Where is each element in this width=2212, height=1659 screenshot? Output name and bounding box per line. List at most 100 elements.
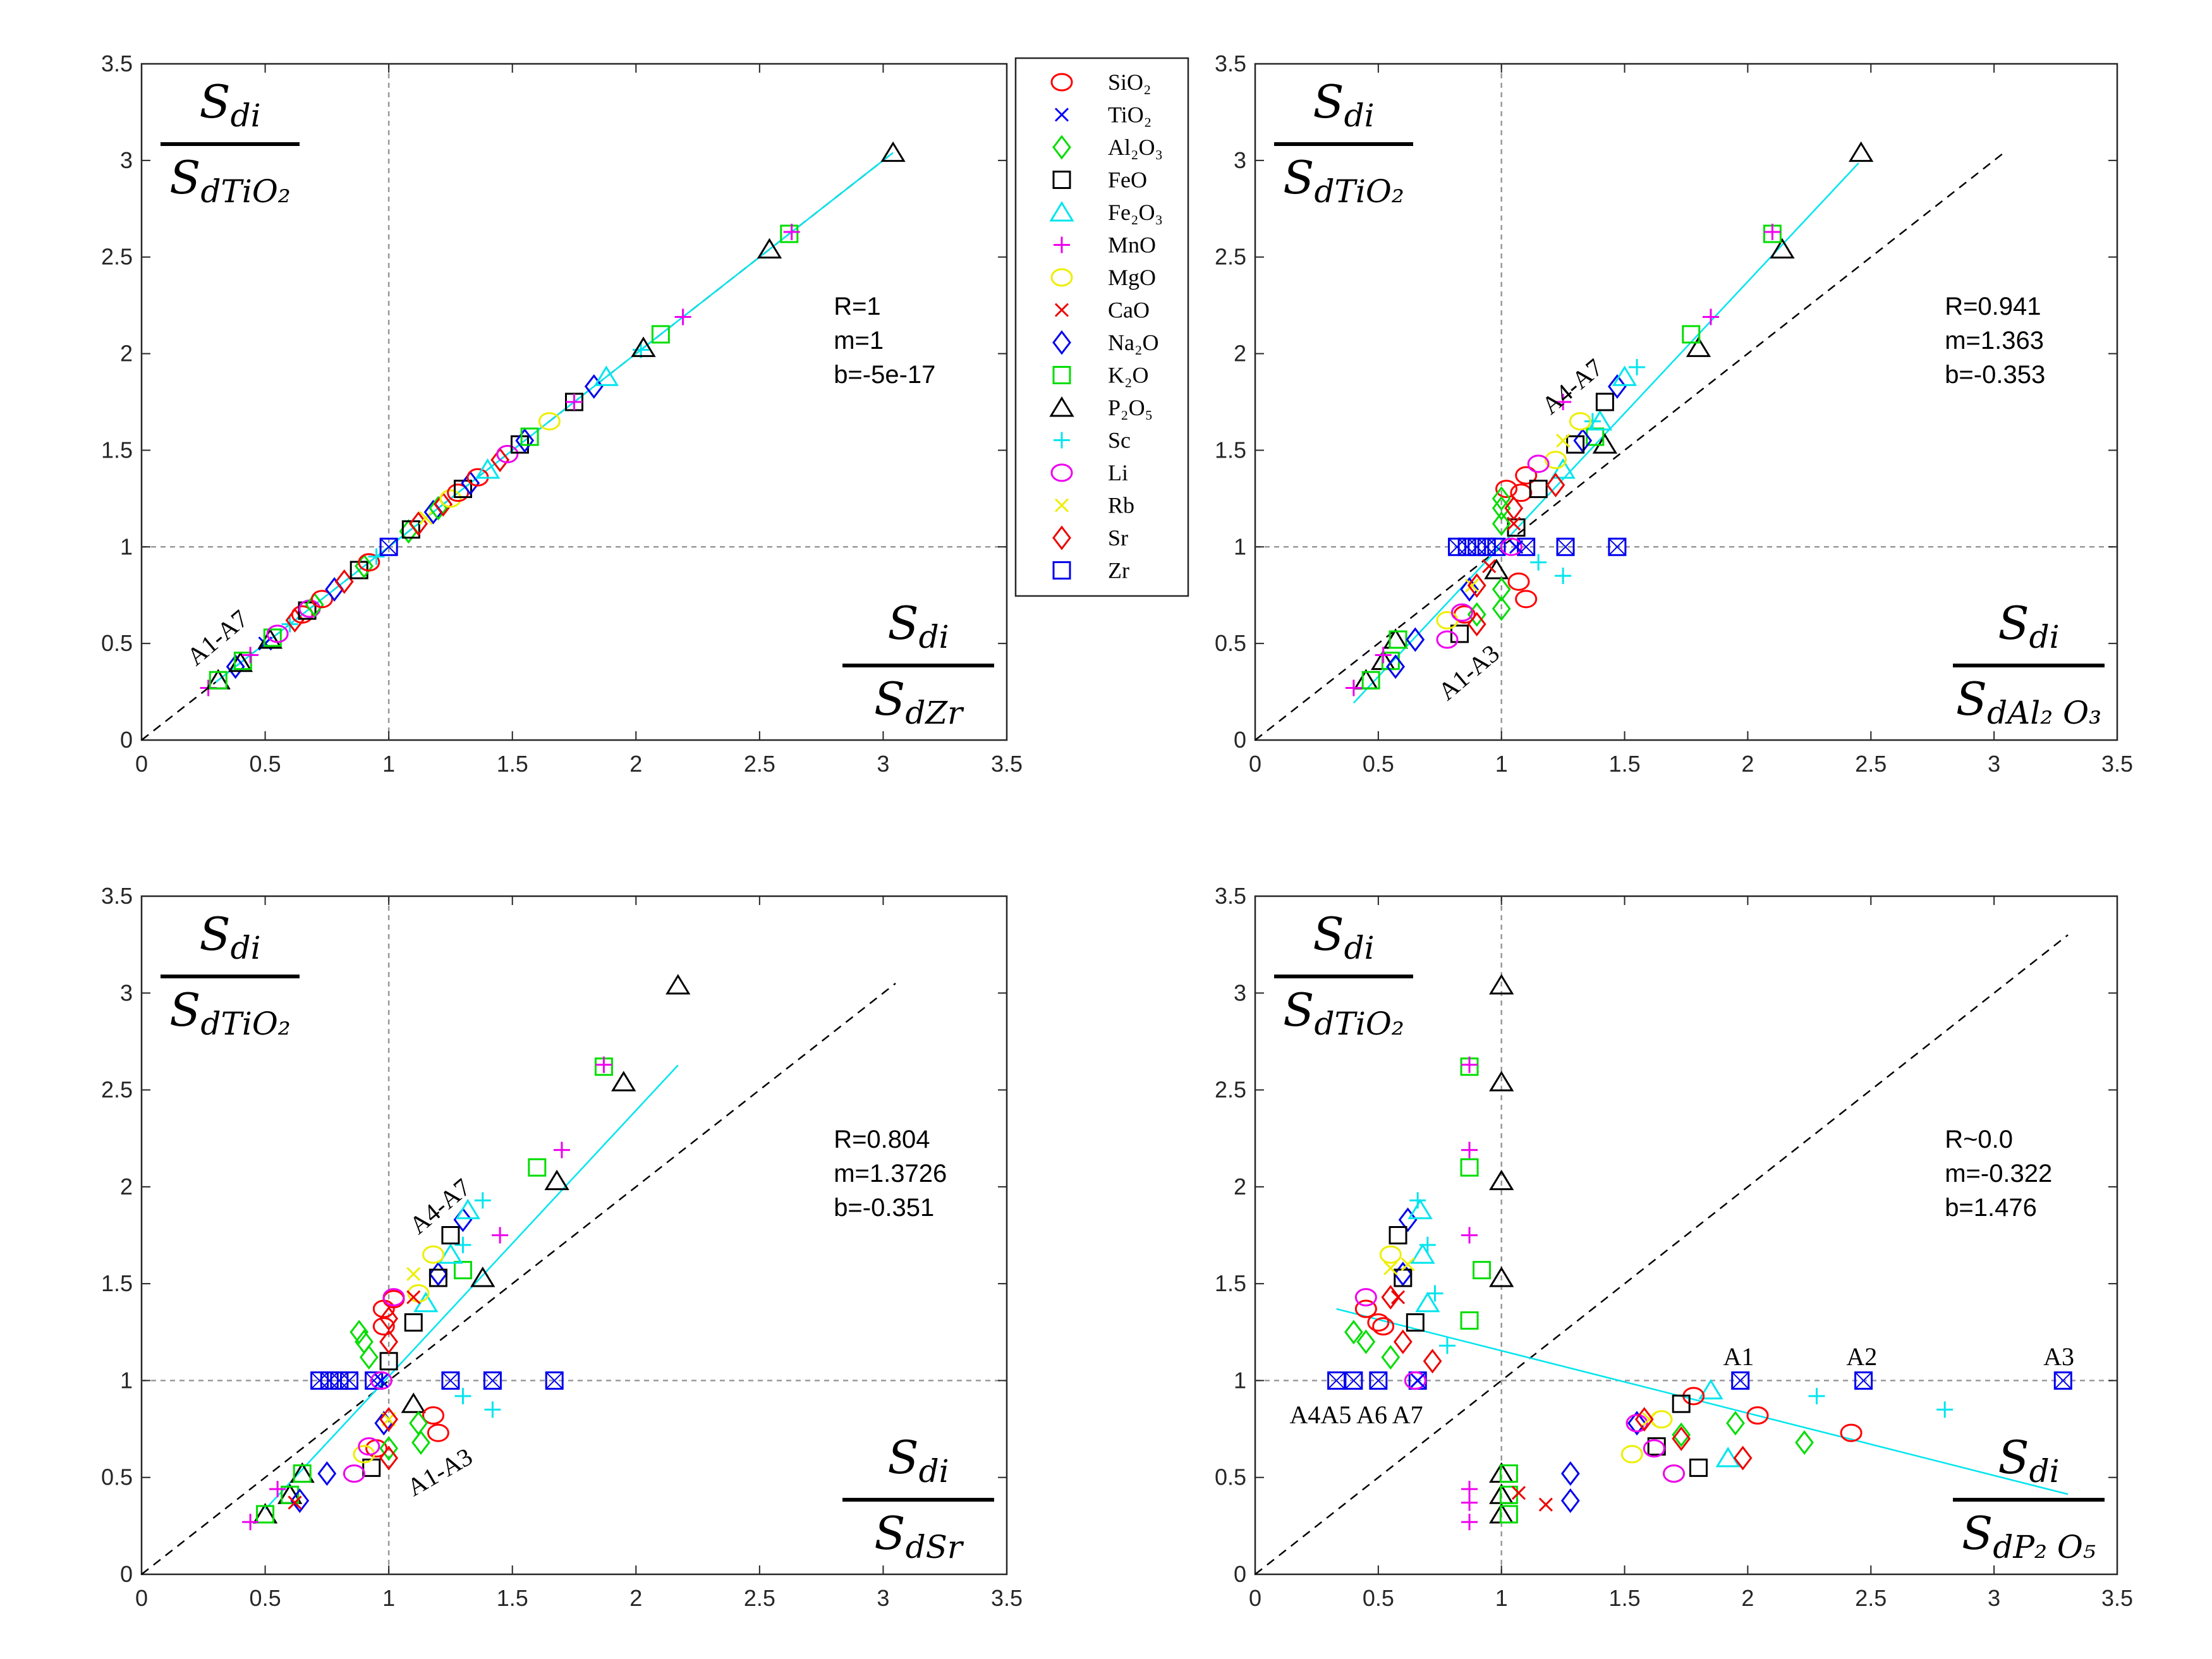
data-point [439, 489, 462, 508]
data-point [1438, 1337, 1455, 1354]
x-tick-label: 3.5 [2101, 1585, 2133, 1611]
y-tick-label: 1.5 [1215, 1270, 1246, 1296]
data-point [651, 325, 670, 344]
data-point [1672, 1394, 1691, 1413]
y-tick-label: 0.5 [1215, 1464, 1246, 1490]
data-point [379, 1445, 399, 1471]
data-point-box [1468, 537, 1486, 556]
y-axis-label-numerator-S: S [1313, 75, 1344, 128]
data-point [545, 1371, 564, 1390]
data-point [484, 1401, 501, 1418]
data-point-box [310, 1371, 329, 1390]
data-point-cross [1458, 538, 1476, 556]
data-point [1529, 480, 1548, 499]
data-point [1731, 1371, 1750, 1390]
data-point [1507, 518, 1526, 537]
data-point [1682, 325, 1701, 344]
x-tick-label: 0.5 [250, 1585, 281, 1611]
legend-item: Zr [1052, 558, 1129, 583]
data-point [1450, 603, 1473, 622]
data-point-box [320, 1371, 339, 1390]
data-point [1415, 1291, 1440, 1313]
x-axis-label-numerator-S: S [887, 1431, 918, 1484]
data-point-box [2053, 1371, 2072, 1390]
data-point [209, 671, 228, 690]
data-point [553, 1141, 570, 1158]
y-axis-label-denominator-sub: dTiO₂ [1314, 173, 1404, 210]
legend-item: MnO [1054, 233, 1156, 258]
chart-panel-4: 0 0.5 1 1.5 2 2.5 3 3.500.511.522.533.5SdiSdTiO… [1215, 883, 2133, 1611]
stat-text: R=1 [834, 293, 881, 320]
y-tick-label: 2 [120, 341, 133, 367]
data-point [370, 1371, 392, 1390]
data-point [1686, 336, 1711, 357]
data-point [409, 1411, 428, 1436]
data-point [1381, 1345, 1401, 1370]
data-point [1492, 596, 1511, 621]
legend-item: Sc [1054, 428, 1131, 453]
y-tick-label: 3 [120, 980, 133, 1006]
legend-marker [1054, 236, 1070, 253]
chart-panel-3: 0 0.5 1 1.5 2 2.5 3 3.500.511.522.533.5SdiSdTiO… [101, 883, 1023, 1611]
x-axis-label-denominator-S: S [1956, 672, 1987, 726]
data-point [1698, 1378, 1723, 1400]
data-point [1495, 480, 1518, 499]
data-point [1467, 612, 1486, 637]
data-point [1436, 630, 1459, 649]
data-point [428, 1268, 447, 1287]
data-point [1354, 1299, 1377, 1318]
data-point [1607, 374, 1627, 399]
data-point [528, 1158, 547, 1177]
data-point [269, 1481, 286, 1498]
data-point-cross [310, 1371, 329, 1390]
data-point [1504, 495, 1524, 521]
data-point-box [545, 1371, 564, 1390]
x-tick-label: 1.5 [497, 751, 528, 777]
data-point [1345, 679, 1362, 696]
legend-item: FeO [1052, 167, 1147, 193]
x-tick-label: 2.5 [1855, 751, 1887, 777]
data-point [1509, 540, 1524, 554]
y-tick-label: 1 [1234, 533, 1246, 559]
data-point [1461, 1494, 1478, 1511]
x-tick-label: 3.5 [991, 751, 1023, 777]
data-point [1354, 1288, 1377, 1307]
y-tick-label: 3.5 [101, 51, 133, 76]
y-axis-label-numerator: Sdi [199, 75, 260, 134]
y-tick-label: 3.5 [101, 883, 133, 909]
data-point [1492, 577, 1511, 602]
legend-label: SiO₂ [1108, 70, 1152, 95]
data-point [1448, 537, 1467, 556]
data-point-cross [2054, 1371, 2072, 1390]
data-point [757, 238, 782, 258]
data-point [242, 1514, 259, 1531]
data-point [382, 1288, 405, 1307]
data-point [1386, 654, 1406, 679]
data-point [1795, 1430, 1814, 1455]
data-point [593, 365, 619, 386]
data-point-cross [365, 1371, 383, 1390]
legend-label: Sr [1108, 525, 1128, 550]
legend-marker [1052, 366, 1071, 384]
data-point [1369, 1371, 1388, 1390]
x-axis-label-numerator-S: S [1998, 1431, 2029, 1484]
data-point [413, 1291, 439, 1313]
y-axis-label-denominator-S: S [1283, 151, 1314, 204]
legend-label: Zr [1108, 558, 1129, 583]
data-point [1419, 1236, 1436, 1253]
y-tick-label: 0 [120, 1561, 133, 1587]
y-tick-label: 3.5 [1215, 883, 1246, 909]
legend-marker [1052, 171, 1071, 189]
legend-marker [1050, 73, 1073, 92]
data-point-box [1731, 1371, 1750, 1390]
y-axis-label-denominator-sub: dTiO₂ [200, 173, 290, 210]
x-tick-label: 2 [629, 751, 642, 777]
data-point-box [1344, 1371, 1363, 1390]
data-point [404, 1313, 423, 1332]
data-point [358, 1437, 380, 1456]
y-tick-label: 2.5 [101, 244, 133, 270]
data-point [1344, 1371, 1363, 1390]
data-point [1381, 1285, 1401, 1310]
x-tick-label: 1.5 [497, 1585, 528, 1611]
data-point [544, 1169, 569, 1191]
